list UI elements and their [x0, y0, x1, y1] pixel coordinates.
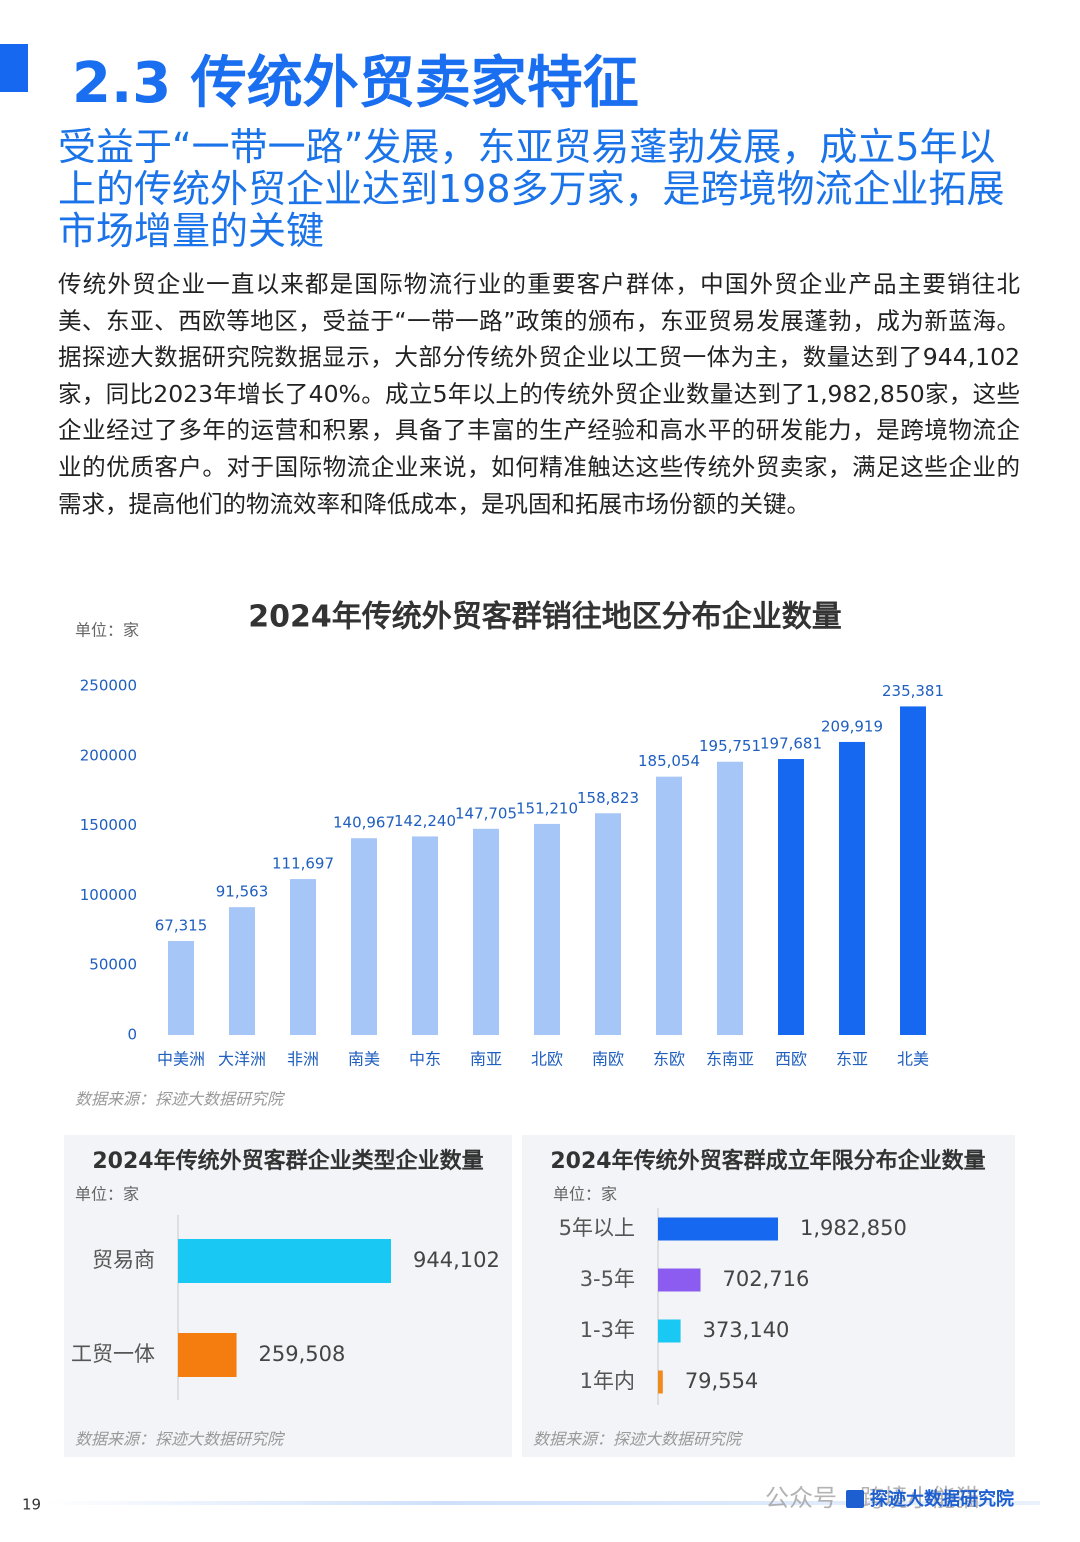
- data-label: 140,967: [333, 814, 395, 832]
- bar: [473, 828, 499, 1035]
- bar: [178, 1239, 391, 1283]
- data-label: 185,054: [638, 752, 700, 770]
- chart-title: 2024年传统外贸客群企业类型企业数量: [92, 1148, 483, 1174]
- bar: [534, 823, 560, 1035]
- bar: [658, 1217, 778, 1241]
- panel: [522, 1135, 1015, 1457]
- y-tick-label: 0: [127, 1026, 137, 1044]
- x-tick-label: 东亚: [836, 1050, 868, 1069]
- source-note: 数据来源：探迹大数据研究院: [533, 1430, 744, 1449]
- y-tick-label: 50000: [89, 956, 137, 974]
- x-tick-label: 南欧: [592, 1050, 624, 1069]
- category-label: 贸易商: [92, 1248, 155, 1272]
- x-tick-label: 南美: [348, 1050, 380, 1069]
- bar: [178, 1333, 237, 1377]
- x-tick-label: 东欧: [653, 1050, 685, 1069]
- unit-label: 单位：家: [75, 621, 139, 640]
- data-label: 373,140: [703, 1318, 790, 1342]
- bar: [658, 1370, 663, 1394]
- data-label: 91,563: [216, 883, 269, 901]
- data-label: 195,751: [699, 737, 761, 755]
- data-label: 158,823: [577, 789, 639, 807]
- y-tick-label: 200000: [80, 746, 137, 764]
- x-tick-label: 东南亚: [706, 1050, 754, 1069]
- source-note: 数据来源：探迹大数据研究院: [75, 1090, 286, 1109]
- bar: [290, 879, 316, 1035]
- y-tick-label: 100000: [80, 886, 137, 904]
- panel: [64, 1135, 512, 1457]
- y-tick-label: 150000: [80, 816, 137, 834]
- category-label: 1-3年: [580, 1318, 635, 1342]
- x-tick-label: 非洲: [287, 1050, 319, 1069]
- data-label: 1,982,850: [800, 1216, 907, 1240]
- category-label: 3-5年: [580, 1267, 635, 1291]
- x-tick-label: 南亚: [470, 1050, 502, 1069]
- footer-line: [40, 1501, 1040, 1505]
- title-marker: [0, 44, 28, 92]
- x-tick-label: 北美: [897, 1050, 929, 1069]
- chart-title: 2024年传统外贸客群销往地区分布企业数量: [248, 600, 842, 635]
- unit-label: 单位：家: [553, 1185, 617, 1204]
- data-label: 209,919: [821, 717, 883, 735]
- data-label: 944,102: [413, 1248, 500, 1272]
- bar: [778, 759, 804, 1035]
- data-label: 197,681: [760, 735, 822, 753]
- source-note: 数据来源：探迹大数据研究院: [75, 1430, 286, 1449]
- x-tick-label: 中东: [409, 1050, 441, 1069]
- section-title: 2.3 传统外贸卖家特征: [72, 51, 639, 116]
- data-label: 259,508: [259, 1342, 346, 1366]
- bar: [168, 941, 194, 1035]
- data-label: 79,554: [685, 1369, 758, 1393]
- data-label: 702,716: [723, 1267, 810, 1291]
- page-number: 19: [22, 1496, 41, 1514]
- data-label: 67,315: [155, 917, 208, 935]
- bar: [717, 761, 743, 1035]
- x-tick-label: 中美洲: [157, 1050, 205, 1069]
- x-tick-label: 西欧: [775, 1050, 807, 1069]
- bar: [351, 838, 377, 1035]
- bar: [656, 776, 682, 1035]
- x-tick-label: 北欧: [531, 1050, 563, 1069]
- chart-title: 2024年传统外贸客群成立年限分布企业数量: [550, 1148, 985, 1174]
- brand-icon: [846, 1490, 864, 1508]
- category-label: 5年以上: [559, 1216, 635, 1240]
- bar: [839, 741, 865, 1035]
- bar: [900, 706, 926, 1035]
- x-tick-label: 大洋洲: [218, 1050, 266, 1069]
- y-tick-label: 250000: [80, 677, 137, 695]
- category-label: 工贸一体: [71, 1342, 155, 1366]
- data-label: 142,240: [394, 812, 456, 830]
- bar: [658, 1268, 701, 1292]
- unit-label: 单位：家: [75, 1185, 139, 1204]
- bar: [658, 1319, 681, 1343]
- bar: [595, 813, 621, 1035]
- category-label: 1年内: [580, 1369, 635, 1393]
- body-text: 传统外贸企业一直以来都是国际物流行业的重要客户群体，中国外贸企业产品主要销往北美…: [58, 270, 1020, 518]
- brand: 探迹大数据研究院: [870, 1488, 1014, 1510]
- data-label: 111,697: [272, 855, 334, 873]
- data-label: 147,705: [455, 804, 517, 822]
- data-label: 151,210: [516, 799, 578, 817]
- data-label: 235,381: [882, 682, 944, 700]
- subtitle: 受益于“一带一路”发展，东亚贸易蓬勃发展，成立5年以上的传统外贸企业达到198多…: [58, 125, 1005, 253]
- bar: [229, 907, 255, 1035]
- watermark: 公众号 · 跨境小能猫: [765, 1484, 980, 1512]
- bar: [412, 836, 438, 1035]
